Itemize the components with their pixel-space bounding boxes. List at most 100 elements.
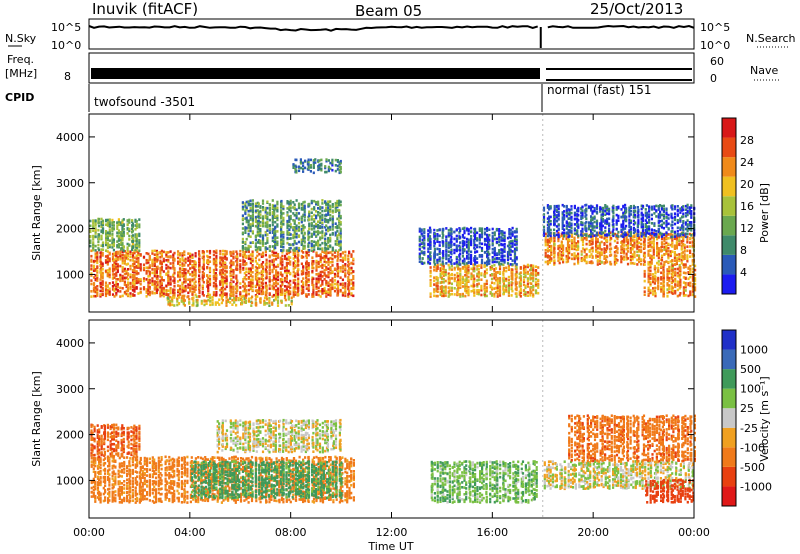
heatmap-cell (305, 295, 308, 298)
heatmap-cell (293, 214, 296, 217)
heatmap-cell (495, 257, 498, 260)
heatmap-cell (557, 239, 560, 243)
heatmap-cell (250, 297, 253, 300)
heatmap-cell (495, 240, 498, 244)
heatmap-cell (319, 211, 322, 215)
heatmap-cell (171, 300, 174, 303)
heatmap-cell (131, 259, 135, 262)
heatmap-cell (264, 253, 267, 257)
heatmap-cell (310, 249, 313, 252)
heatmap-cell (339, 159, 342, 163)
heatmap-cell (286, 249, 289, 252)
heatmap-cell (187, 271, 190, 274)
heatmap-cell (675, 261, 678, 264)
heatmap-cell (289, 263, 292, 266)
heatmap-cell (480, 261, 484, 264)
heatmap-cell (467, 271, 470, 275)
heatmap-cell (478, 227, 481, 230)
heatmap-cell (236, 287, 239, 290)
heatmap-cell (117, 220, 120, 224)
heatmap-cell (515, 267, 518, 271)
heatmap-cell (496, 292, 499, 296)
heatmap-cell (544, 243, 547, 247)
heatmap-cell (327, 218, 330, 222)
heatmap-cell (323, 287, 326, 290)
heatmap-cell (339, 170, 342, 174)
heatmap-cell (473, 241, 476, 244)
heatmap-cell (638, 245, 641, 249)
heatmap-cell (483, 294, 487, 298)
heatmap-cell (595, 256, 598, 259)
heatmap-cell (184, 271, 187, 275)
heatmap-cell (508, 248, 511, 252)
heatmap-cell (221, 272, 225, 276)
heatmap-cell (264, 216, 267, 220)
heatmap-cell (347, 287, 350, 291)
heatmap-cell (453, 268, 456, 271)
heatmap-cell (97, 247, 100, 250)
heatmap-cell (276, 243, 279, 247)
heatmap-cell (254, 256, 257, 260)
heatmap-cell (558, 253, 561, 256)
heatmap-cell (321, 213, 324, 217)
heatmap-cell (327, 273, 330, 277)
heatmap-cell (311, 265, 314, 268)
heatmap-cell (341, 286, 344, 289)
heatmap-cell (671, 240, 674, 244)
heatmap-cell (212, 277, 215, 281)
heatmap-cell (236, 260, 239, 264)
heatmap-cell (448, 293, 451, 296)
heatmap-cell (486, 226, 489, 230)
heatmap-cell (458, 261, 461, 264)
heatmap-cell (169, 289, 172, 292)
heatmap-cell (483, 270, 487, 273)
heatmap-cell (348, 281, 351, 284)
heatmap-cell (266, 200, 269, 204)
heatmap-cell (671, 259, 674, 262)
heatmap-cell (319, 264, 322, 268)
heatmap-cell (131, 284, 135, 288)
heatmap-cell (615, 235, 618, 239)
heatmap-cell (251, 222, 254, 225)
heatmap-cell (266, 211, 269, 215)
heatmap-cell (680, 235, 683, 239)
heatmap-cell (325, 292, 328, 295)
heatmap-cell (433, 239, 436, 243)
heatmap-cell (324, 241, 327, 244)
heatmap-cell (221, 289, 225, 292)
heatmap-cell (289, 199, 292, 203)
heatmap-cell (229, 284, 232, 287)
heatmap-cell (312, 290, 315, 294)
heatmap-cell (490, 273, 494, 276)
heatmap-cell (336, 259, 339, 262)
heatmap-cell (325, 202, 328, 205)
heatmap-cell (562, 260, 565, 264)
heatmap-cell (532, 277, 535, 280)
heatmap-cell (289, 279, 292, 283)
heatmap-cell (104, 281, 108, 285)
heatmap-cell (461, 233, 464, 237)
heatmap-cell (609, 250, 612, 254)
heatmap-cell (647, 242, 650, 245)
heatmap-cell (508, 235, 511, 239)
heatmap-cell (344, 287, 347, 291)
heatmap-cell (327, 288, 330, 291)
heatmap-cell (656, 252, 659, 256)
heatmap-cell (455, 255, 458, 259)
heatmap-cell (544, 260, 547, 264)
heatmap-cell (224, 257, 227, 260)
heatmap-cell (194, 288, 197, 291)
heatmap-cell (297, 249, 301, 252)
heatmap-cell (566, 247, 570, 251)
heatmap-cell (260, 292, 263, 296)
heatmap-cell (347, 276, 350, 279)
heatmap-cell (108, 290, 111, 293)
heatmap-cell (498, 272, 502, 275)
heatmap-cell (515, 241, 518, 245)
heatmap-cell (518, 285, 521, 288)
heatmap-cell (104, 285, 108, 289)
heatmap-cell (313, 199, 316, 203)
heatmap-cell (669, 233, 672, 236)
heatmap-cell (311, 281, 314, 284)
heatmap-cell (625, 255, 628, 258)
